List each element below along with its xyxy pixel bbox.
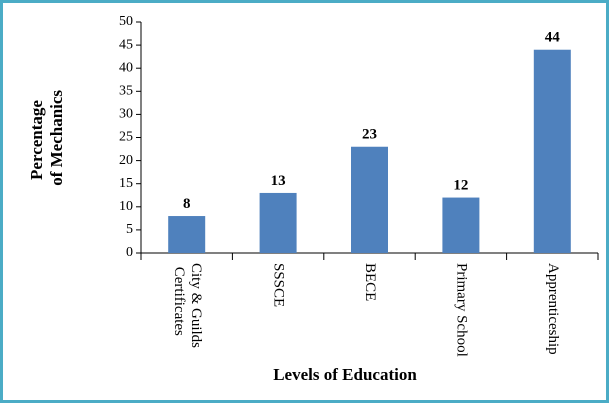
x-tick-label: BECE [362,263,378,301]
x-tick-label-group: Apprenticeship [545,263,561,355]
y-tick-label: 30 [119,107,133,122]
x-tick-label: City & Guilds Certificates [171,263,204,348]
value-label: 23 [362,127,377,143]
value-label: 8 [183,196,191,212]
x-tick-label-group: Primary School [453,263,469,357]
value-label: 44 [545,30,561,46]
y-tick-label: 5 [126,222,133,237]
y-tick-label: 10 [119,199,133,214]
x-tick-label-group: City & Guilds Certificates [171,263,204,348]
x-tick-label: Apprenticeship [545,263,561,355]
y-tick-label: 15 [119,176,133,191]
x-axis-title: Levels of Education [273,365,417,384]
y-tick-label: 0 [126,245,133,260]
bar [168,216,206,253]
bar [442,197,480,253]
bar [533,49,571,253]
y-tick-label: 35 [119,84,133,99]
x-tick-label-group: BECE [362,263,378,301]
value-label: 12 [453,178,468,194]
x-tick-label: SSSCE [271,263,287,307]
y-tick-label: 20 [119,153,133,168]
bar [259,192,297,253]
y-tick-label: 45 [119,37,133,52]
y-axis-title: Percentage of Mechanics [27,90,66,190]
x-tick-label-group: SSSCE [271,263,287,307]
y-tick-label: 25 [119,130,133,145]
x-tick-label: Primary School [453,263,469,357]
y-tick-label: 40 [119,60,133,75]
value-label: 13 [271,173,286,189]
y-tick-label: 50 [119,14,133,29]
bar [351,146,388,253]
